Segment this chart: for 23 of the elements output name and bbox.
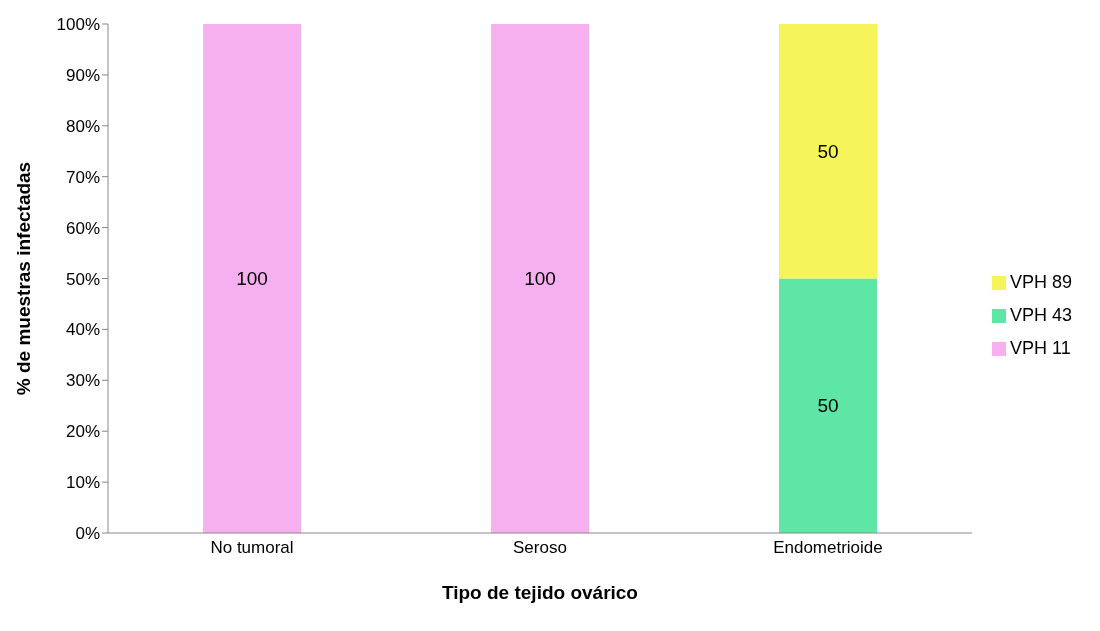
y-tick-label: 100% (56, 15, 100, 35)
y-tick-label: 90% (65, 65, 100, 85)
x-tick-label: No tumoral (210, 538, 294, 558)
y-tick-label: 80% (65, 116, 100, 136)
y-tick-label: 20% (65, 422, 100, 442)
y-tick-label: 40% (65, 320, 100, 340)
y-tick-label: 60% (65, 218, 100, 238)
data-label: 50 (817, 140, 839, 162)
legend-label: VPH 89 (1009, 272, 1072, 293)
x-tick-label: Seroso (513, 538, 567, 558)
x-axis-title: Tipo de tejido ovárico (441, 582, 638, 603)
y-tick-label: 50% (65, 269, 100, 289)
data-label: 100 (236, 268, 268, 290)
data-label: 100 (524, 268, 556, 290)
y-tick-label: 0% (75, 524, 100, 544)
legend-label: VPH 43 (1009, 305, 1072, 326)
data-label: 50 (817, 395, 839, 417)
x-tick-label: Endometrioide (773, 538, 883, 558)
y-axis-title: % de muestras infectadas (12, 161, 34, 396)
y-tick-label: 10% (65, 473, 100, 493)
y-tick-label: 30% (65, 371, 100, 391)
y-tick-label: 70% (65, 167, 100, 187)
legend-label: VPH 11 (1009, 338, 1071, 359)
